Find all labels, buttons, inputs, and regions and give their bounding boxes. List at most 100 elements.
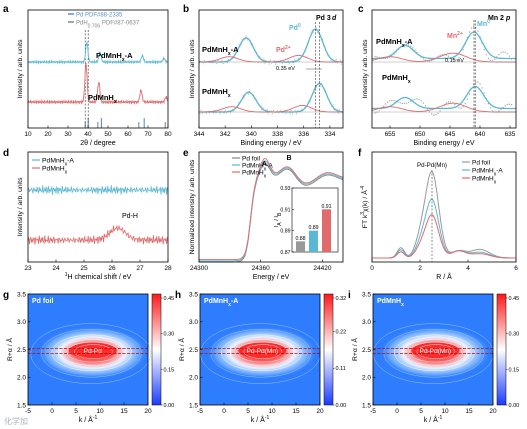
contour-line xyxy=(60,339,125,366)
raw-point xyxy=(447,55,450,57)
panel-letter: h xyxy=(175,290,181,301)
colorbar-tick-label: 0.00 xyxy=(336,403,347,409)
x-tick-label: 70 xyxy=(144,131,152,138)
heatmap-title: Pd foil xyxy=(32,298,53,305)
x-tick-label: 0 xyxy=(370,265,374,272)
raw-point xyxy=(489,59,492,62)
raw-point xyxy=(466,98,469,100)
y-axis-label: Intensity / arb. units xyxy=(189,39,196,99)
label-part: / I xyxy=(274,216,280,223)
label-part: x xyxy=(264,174,267,180)
label-part: x xyxy=(228,302,231,308)
series-line xyxy=(372,214,516,259)
label-part: PdMnH xyxy=(204,298,228,305)
label-part: PdH xyxy=(76,20,88,26)
label-part: PdMnH xyxy=(42,166,65,173)
contour-line xyxy=(51,334,133,372)
x-tick-label: 24360 xyxy=(252,265,270,272)
watermark-text: 化学加 xyxy=(4,416,28,426)
y-tick-label: 1.5 xyxy=(362,402,371,409)
x-tick-label: 0 xyxy=(50,408,54,415)
raw-point xyxy=(386,101,389,103)
panel-title: Pd 3 xyxy=(316,15,331,22)
label-part: PdMnH xyxy=(242,170,264,177)
x-tick-label: 5 xyxy=(246,408,250,415)
series-line xyxy=(27,225,169,245)
colorbar-tick-label: 0.15 xyxy=(509,367,520,373)
panel-letter: f xyxy=(358,148,362,159)
raw-point xyxy=(449,101,452,103)
panel-letter: i xyxy=(348,290,351,301)
panel-e: e Pd foilPdMnHx-APdMnHxAB0.870.890.910.93… xyxy=(183,148,344,281)
raw-point xyxy=(491,59,494,62)
raw-data xyxy=(198,26,343,66)
label-part: 0 xyxy=(298,23,301,29)
plot-frame xyxy=(27,9,169,129)
raw-point xyxy=(431,59,433,62)
x-tick-label: 10 xyxy=(268,408,276,415)
annotation-pdpd: Pd-Pd(Mn) xyxy=(417,162,447,169)
annotation-mn0: Mn0 xyxy=(477,19,490,28)
inset-bar-label: 0.91 xyxy=(321,204,331,210)
x-tick-label: 40 xyxy=(84,131,92,138)
inset-y-tick-label: 0.87 xyxy=(280,250,290,256)
label-part: PdMnH xyxy=(382,73,408,82)
raw-point xyxy=(487,57,490,60)
y-tick-label: 2.0 xyxy=(362,375,371,382)
x-tick-label: 24 xyxy=(52,265,60,272)
x-axis-label: k / Å-1 xyxy=(79,415,98,424)
x-tick-label: 4 xyxy=(466,265,470,272)
legend-entry: PdMnHx-A xyxy=(42,158,74,168)
x-tick-label: 640 xyxy=(475,131,486,138)
raw-point xyxy=(433,114,435,116)
label-part: 1 xyxy=(65,272,68,278)
series-label: PdMnHx xyxy=(382,73,411,85)
label-part: x xyxy=(65,162,68,168)
x-tick-label: 28 xyxy=(164,265,172,272)
raw-point xyxy=(374,112,376,114)
label-part: k / Å xyxy=(79,415,93,424)
annotation-shift: 0.15 eV xyxy=(445,58,464,64)
raw-point xyxy=(401,102,403,105)
x-axis-label: Energy / eV xyxy=(253,274,290,281)
legend-entry: PdH0.706 PDF#87-0637 xyxy=(76,20,140,29)
label-part: x xyxy=(494,172,497,178)
raw-point xyxy=(462,106,464,108)
x-tick-label: -5 xyxy=(25,408,31,415)
label-part: A xyxy=(277,222,283,226)
label-part: -1 xyxy=(93,415,98,421)
raw-point xyxy=(414,98,416,101)
raw-point xyxy=(382,105,385,108)
raw-point xyxy=(386,57,389,59)
contour-line xyxy=(409,341,462,363)
raw-point xyxy=(475,81,477,83)
raw-point xyxy=(439,110,441,112)
label-part: Pd xyxy=(276,47,285,54)
raw-point xyxy=(435,114,437,116)
x-axis-label: Binding energy / eV xyxy=(413,140,474,147)
y-tick-label: 1.5 xyxy=(189,402,198,409)
x-tick-label: 334 xyxy=(324,131,335,138)
colorbar-tick-label: 0.22 xyxy=(336,329,347,335)
contour-line xyxy=(66,341,120,363)
raw-point xyxy=(494,58,496,60)
x-tick-label: 80 xyxy=(164,131,172,138)
inset-bar-label: 0.88 xyxy=(295,236,305,242)
plot-frame xyxy=(371,9,517,129)
series-label: PdMnHx-A xyxy=(202,45,239,57)
y-axis-label: Intensity / arb. units xyxy=(362,39,369,99)
x-tick-label: 338 xyxy=(272,131,283,138)
contour-line xyxy=(416,344,456,359)
x-tick-label: -5 xyxy=(370,408,376,415)
raw-point xyxy=(504,105,506,107)
annotation-mn2plus: Mn2+ xyxy=(447,31,463,40)
x-axis-label: 2θ / degree xyxy=(80,140,116,147)
raw-point xyxy=(374,55,376,58)
legend-entry: PdMnHx xyxy=(42,166,68,176)
x-tick-label: 2 xyxy=(418,265,422,272)
raw-point xyxy=(454,59,456,61)
legend-entry: Pd foil xyxy=(242,156,261,163)
raw-point xyxy=(458,57,460,59)
raw-point xyxy=(403,102,406,105)
